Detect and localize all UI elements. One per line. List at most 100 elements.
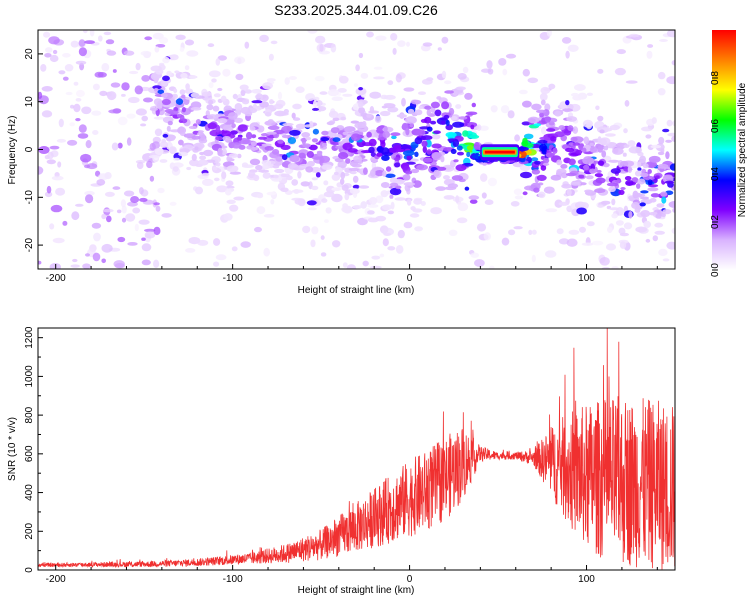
spectrogram-ridge-cell xyxy=(216,185,228,193)
spectrogram-ridge-cell xyxy=(391,135,397,140)
spectrogram-ridge-cell xyxy=(582,119,594,128)
spectrogram-noise-cell xyxy=(225,180,234,187)
spectrogram-ridge-cell xyxy=(387,80,394,86)
spectrogram-ridge-cell xyxy=(612,147,624,155)
spectrogram-ridge-cell xyxy=(666,241,675,250)
spectrogram-ridge-cell xyxy=(430,101,440,109)
spectrogram-ridge-cell xyxy=(635,226,648,233)
spectrogram-ridge-cell xyxy=(283,109,289,114)
spectrogram-ridge-cell xyxy=(237,153,242,159)
spectrogram-noise-cell xyxy=(507,110,515,119)
spectrogram-noise-cell xyxy=(490,105,498,113)
chart-title: S233.2025.344.01.09.C26 xyxy=(274,2,438,18)
spectrogram-ridge-cell xyxy=(172,166,179,172)
spectrogram-ridge-cell xyxy=(531,157,539,162)
spectrogram-noise-cell xyxy=(117,142,123,149)
spectrogram-ridge-cell xyxy=(156,102,163,109)
spectrogram-ridge-cell xyxy=(647,187,659,192)
spectrogram-ridge-cell xyxy=(544,116,551,123)
spectrogram-ridge-cell xyxy=(195,186,203,195)
spectrogram-ridge-cell xyxy=(581,242,594,246)
spectrogram-ridge-cell xyxy=(568,142,575,146)
spectrogram-noise-cell xyxy=(505,53,517,59)
spectrogram-ridge-cell xyxy=(435,186,447,191)
spectrogram-ridge-cell xyxy=(420,135,433,141)
spectrogram-ridge-cell xyxy=(331,187,342,192)
spectrogram-ridge-cell xyxy=(445,131,457,138)
spectrogram-ridge-cell xyxy=(620,187,626,190)
spectrogram-ridge-cell xyxy=(291,179,299,186)
spectrogram-ridge-cell xyxy=(217,87,223,92)
spectrogram-ridge-cell xyxy=(421,140,428,147)
spectrogram-ridge-cell xyxy=(452,121,465,128)
spectrogram-noise-cell xyxy=(38,91,43,99)
spectrogram-ridge-cell xyxy=(522,100,532,108)
spectrogram-ridge-cell xyxy=(466,132,478,139)
spectrogram-ridge-cell xyxy=(262,172,271,179)
spectrogram-noise-cell xyxy=(144,231,156,239)
spectrogram-ridge-cell xyxy=(410,206,416,211)
spectrogram-ridge-cell xyxy=(455,164,467,172)
spectrogram-ridge-cell xyxy=(550,174,562,181)
spectrogram-ridge-cell xyxy=(321,164,333,171)
spectrogram-ridge-cell xyxy=(447,138,458,142)
spectrogram-ridge-cell xyxy=(586,92,594,97)
spectrogram-noise-cell xyxy=(624,100,630,107)
spectrogram-noise-cell xyxy=(395,245,404,254)
spectrogram-ridge-cell xyxy=(389,194,394,199)
colorbar-tick-label: 0.0 xyxy=(710,263,721,277)
spectrogram-ridge-cell xyxy=(321,130,329,136)
spectrogram-noise-cell xyxy=(597,115,604,122)
spectrogram-ridge-cell xyxy=(550,136,557,142)
spectrogram-ridge-cell xyxy=(565,147,575,153)
spectrogram-noise-cell xyxy=(647,44,654,48)
spectrogram-noise-cell xyxy=(144,36,153,41)
spectrogram-ridge-cell xyxy=(297,198,306,207)
spectrogram-ridge-cell xyxy=(671,227,675,234)
spectrogram-ridge-cell xyxy=(256,193,264,199)
spectrogram-noise-cell xyxy=(455,104,462,109)
spectrogram-ridge-cell xyxy=(639,196,650,200)
spectrogram-ridge-cell xyxy=(240,89,246,97)
spectrogram-ridge-cell xyxy=(367,217,379,223)
spectrogram-ridge-cell xyxy=(223,213,233,221)
spectrogram-ridge-cell xyxy=(380,182,390,188)
spectrogram-ridge-cell xyxy=(237,57,242,65)
spectrogram-noise-cell xyxy=(72,258,78,263)
spectrogram-noise-cell xyxy=(69,122,75,127)
spectrogram-ridge-cell xyxy=(596,169,602,174)
spectrogram-ridge-cell xyxy=(159,141,169,148)
spectrogram-ridge-cell xyxy=(332,117,340,122)
spectrogram-noise-cell xyxy=(140,50,152,56)
spectrogram-ridge-cell xyxy=(343,126,356,133)
spectrogram-noise-cell xyxy=(498,58,507,66)
spectrogram-noise-cell xyxy=(514,195,524,200)
spectrogram-noise-cell xyxy=(49,223,55,230)
spectrogram-ridge-cell xyxy=(403,182,416,186)
spectrogram-noise-cell xyxy=(625,80,638,84)
spectrogram-ridge-cell xyxy=(157,89,165,95)
spectrogram-x-tick-label: -100 xyxy=(223,273,243,284)
spectrogram-ridge-cell xyxy=(554,110,562,117)
spectrogram-ridge-cell xyxy=(607,226,613,233)
spectrogram-ridge-cell xyxy=(330,141,341,146)
spectrogram-ridge-cell xyxy=(623,222,633,230)
spectrogram-noise-cell xyxy=(127,242,138,246)
spectrogram-ridge-cell xyxy=(631,202,641,209)
spectrogram-ridge-cell xyxy=(270,199,275,205)
spectrogram-noise-cell xyxy=(256,206,266,215)
spectrogram-ridge-cell xyxy=(531,229,537,235)
spectrogram-ridge-cell xyxy=(594,188,606,194)
spectrogram-ridge-cell xyxy=(191,135,201,140)
spectrogram-ridge-cell xyxy=(153,87,159,92)
spectrogram-ridge-cell xyxy=(640,190,649,194)
spectrogram-ridge-cell xyxy=(393,145,402,150)
spectrogram-noise-cell xyxy=(85,194,94,204)
spectrogram-noise-cell xyxy=(99,90,108,97)
spectrogram-ridge-cell xyxy=(257,136,268,140)
spectrogram-ridge-cell xyxy=(546,128,556,132)
spectrogram-noise-cell xyxy=(444,80,452,85)
spectrogram-ridge-cell xyxy=(528,229,533,235)
spectrogram-noise-cell xyxy=(659,39,668,42)
spectrogram-ridge-cell xyxy=(450,148,457,154)
